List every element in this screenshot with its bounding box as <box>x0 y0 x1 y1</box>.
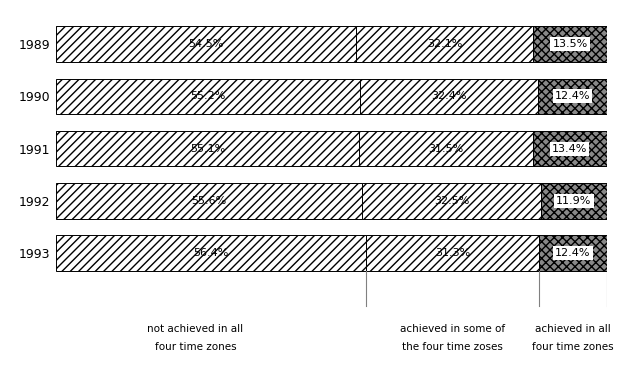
Text: 56.4%: 56.4% <box>193 248 229 258</box>
Bar <box>533 26 607 62</box>
Text: 12.4%: 12.4% <box>555 92 590 101</box>
Bar <box>359 131 533 166</box>
Text: achieved in all: achieved in all <box>535 324 610 334</box>
Text: 55.2%: 55.2% <box>190 92 225 101</box>
Bar <box>366 235 539 271</box>
Bar <box>56 131 359 166</box>
Bar <box>541 183 607 219</box>
Text: 32.4%: 32.4% <box>431 92 467 101</box>
Text: four time zones: four time zones <box>532 342 613 352</box>
Bar <box>539 235 607 271</box>
Text: 55.6%: 55.6% <box>191 196 227 206</box>
Text: not achieved in all: not achieved in all <box>147 324 244 334</box>
Text: achieved in some of: achieved in some of <box>400 324 505 334</box>
Text: the four time zoses: the four time zoses <box>402 342 503 352</box>
Bar <box>56 183 362 219</box>
Text: 31.3%: 31.3% <box>435 248 470 258</box>
Bar <box>533 131 607 166</box>
Text: 13.5%: 13.5% <box>552 39 587 49</box>
Text: 31.5%: 31.5% <box>428 144 464 154</box>
Bar <box>362 183 541 219</box>
Bar <box>56 235 366 271</box>
Bar <box>356 26 533 62</box>
Bar <box>56 78 360 114</box>
Bar <box>539 78 607 114</box>
Bar <box>56 26 356 62</box>
Text: 55.1%: 55.1% <box>190 144 225 154</box>
Text: 13.4%: 13.4% <box>552 144 587 154</box>
Text: 32.1%: 32.1% <box>426 39 462 49</box>
Text: 54.5%: 54.5% <box>188 39 223 49</box>
Text: 32.5%: 32.5% <box>434 196 469 206</box>
Text: 11.9%: 11.9% <box>556 196 592 206</box>
Bar <box>360 78 539 114</box>
Text: 12.4%: 12.4% <box>555 248 591 258</box>
Text: four time zones: four time zones <box>155 342 236 352</box>
